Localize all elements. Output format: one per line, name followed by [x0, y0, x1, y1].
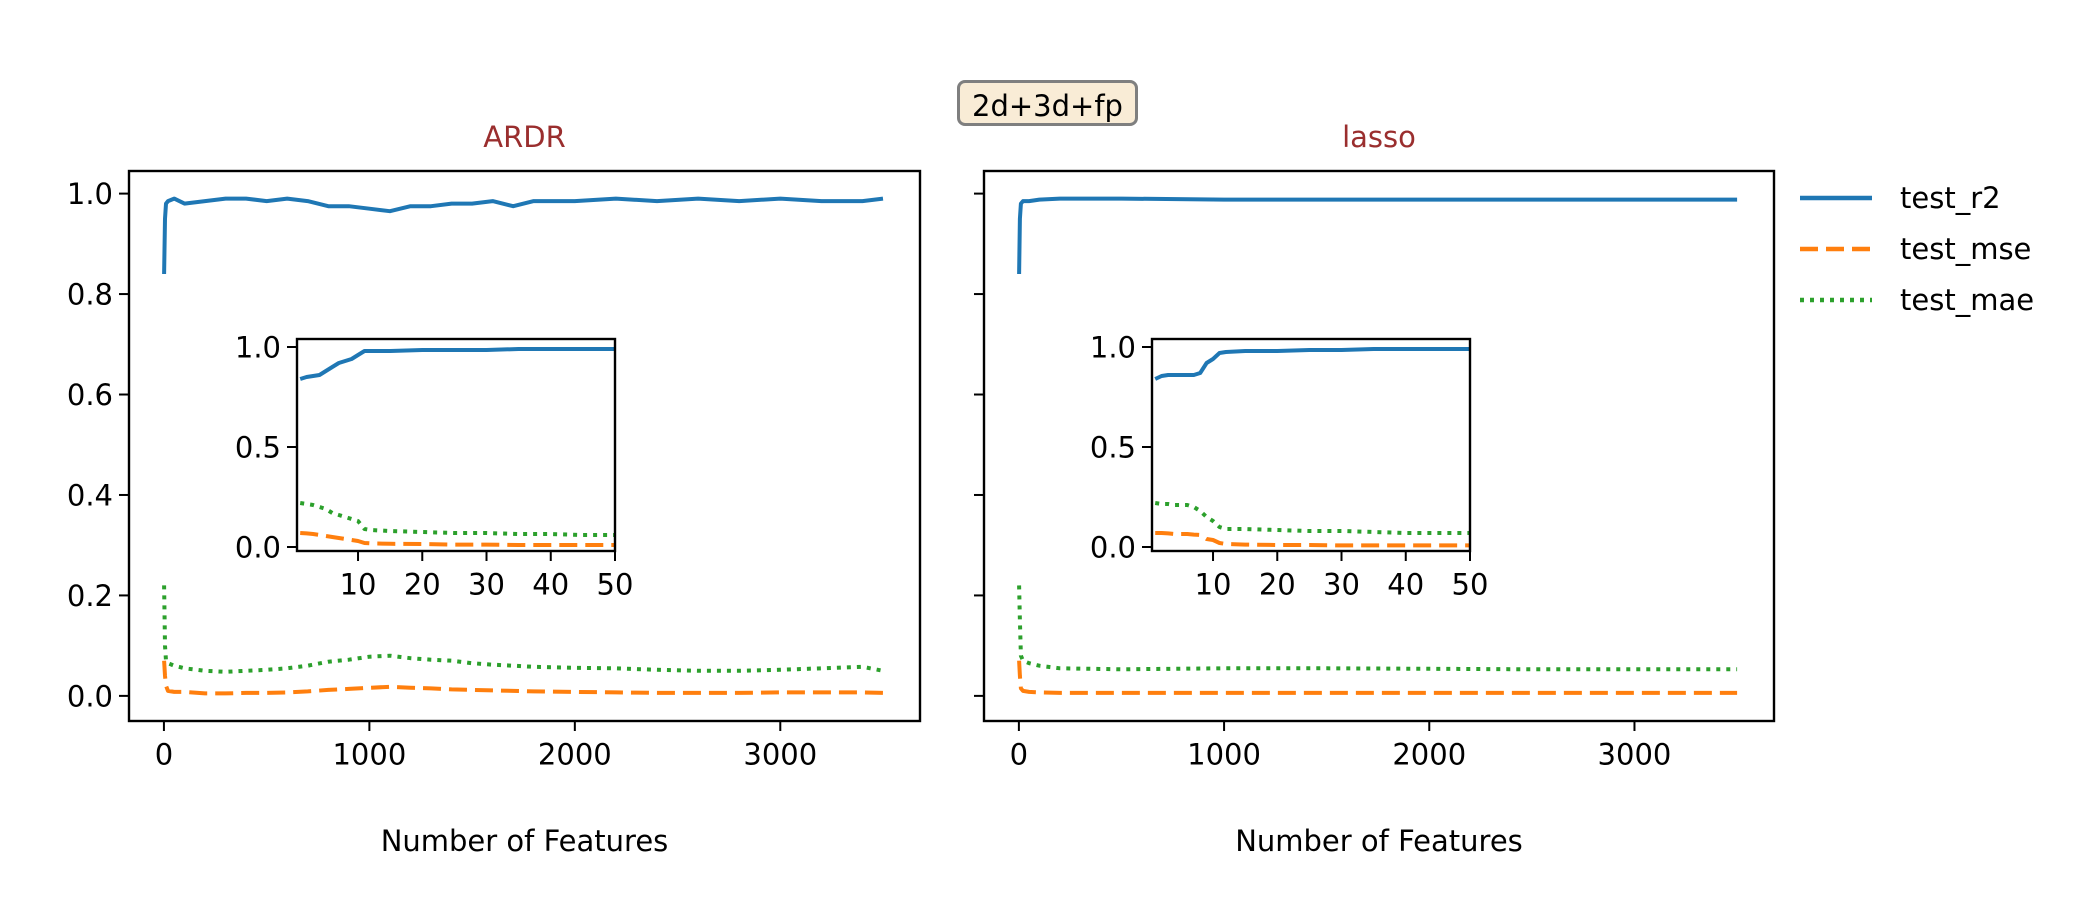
panel-1-inset-xtick-label: 20 [404, 567, 441, 601]
panel-1-xtick-label: 2000 [538, 737, 612, 771]
panel-2-xlabel: Number of Features [1235, 824, 1523, 858]
panel-2-xtick-label: 1000 [1187, 737, 1261, 771]
panel-1-inset-xtick-label: 50 [597, 567, 634, 601]
panel-1-inset-xtick-label: 40 [532, 567, 569, 601]
panel-1-ytick-label: 1.0 [67, 177, 113, 211]
panel-1-inset-ytick-label: 0.0 [235, 530, 281, 564]
panel-2-xtick-label: 3000 [1598, 737, 1672, 771]
panel-1-inset-xtick-label: 30 [468, 567, 505, 601]
panel-2-title: lasso [1342, 120, 1416, 154]
panel-1-series-test_mse [162, 660, 884, 696]
panel-1-inset-series-test_mse [300, 531, 615, 547]
panel-1-xlabel: Number of Features [381, 824, 669, 858]
panel-2-inset-series-test_mse [1155, 531, 1470, 548]
figure-suptitle: 2d+3d+fp [957, 80, 1138, 126]
panel-1-frame [127, 169, 922, 723]
panel-2-inset-xtick-label: 40 [1387, 567, 1424, 601]
panel-2-inset-frame [1150, 337, 1472, 553]
panel-2-inset-ytick-label: 0.0 [1090, 530, 1136, 564]
panel-1-inset-ytick-label: 1.0 [235, 330, 281, 364]
panel-2-inset-ytick-label: 1.0 [1090, 330, 1136, 364]
panel-2-inset-xtick-label: 50 [1452, 567, 1489, 601]
panel-1-series-test_mae [162, 585, 884, 674]
panel-1-series-test_r2 [162, 196, 884, 275]
panel-1-ytick-label: 0.2 [67, 579, 113, 613]
panel-1-ytick-label: 0.4 [67, 478, 113, 512]
panel-1-title: ARDR [483, 120, 565, 154]
panel-2-inset-xtick-label: 30 [1323, 567, 1360, 601]
panel-1-inset-ytick-label: 0.5 [235, 430, 281, 464]
panel-2-inset-xtick-label: 20 [1259, 567, 1296, 601]
panel-2-inset-series-test_r2 [1154, 347, 1470, 381]
panel-1-xtick-label: 1000 [332, 737, 406, 771]
panel-1-inset-xtick-label: 10 [340, 567, 377, 601]
panel-2-frame [982, 169, 1776, 723]
panel-1-ytick-label: 0.0 [67, 679, 113, 713]
panel-1-inset-background [297, 339, 615, 551]
panel-2-series-test_mse [1017, 660, 1738, 695]
panel-1-inset-series-test_r2 [299, 347, 615, 381]
panel-1-xtick-label: 0 [155, 737, 173, 771]
panel-1-inset-frame [295, 337, 617, 553]
panel-1-inset-series-test_mae [299, 501, 615, 537]
panel-2-series-test_mae [1017, 585, 1738, 672]
panel-1-xtick-label: 3000 [743, 737, 817, 771]
legend-label-test_mae: test_mae [1900, 283, 2034, 317]
panel-2-inset-series-test_mae [1154, 501, 1470, 535]
panel-2-series-test_r2 [1017, 196, 1738, 275]
panel-2-inset-xtick-label: 10 [1195, 567, 1232, 601]
panel-2-inset-ytick-label: 0.5 [1090, 430, 1136, 464]
panel-1-ytick-label: 0.6 [67, 378, 113, 412]
panel-2-xtick-label: 0 [1010, 737, 1028, 771]
legend-label-test_r2: test_r2 [1900, 181, 2001, 215]
legend-label-test_mse: test_mse [1900, 232, 2031, 266]
panel-2-xtick-label: 2000 [1392, 737, 1466, 771]
panel-1-ytick-label: 0.8 [67, 277, 113, 311]
